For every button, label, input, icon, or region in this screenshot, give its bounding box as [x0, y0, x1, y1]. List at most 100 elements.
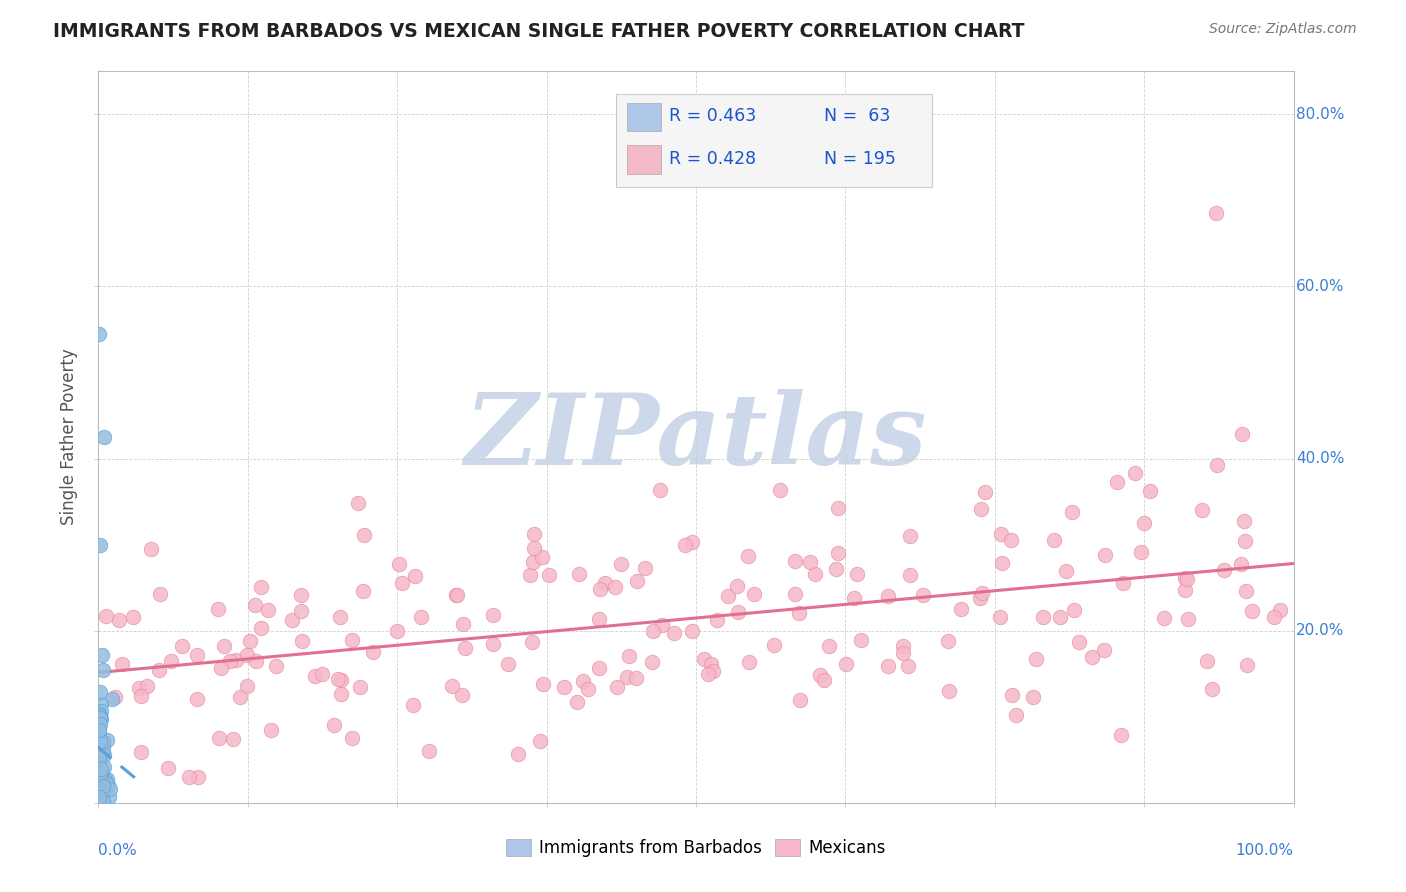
Point: [90, 796, 112, 810]
Point: [89, 790, 111, 805]
Point: [291, 634, 314, 648]
Point: [245, 654, 267, 668]
Point: [912, 588, 935, 602]
Point: [87, 786, 110, 800]
Point: [650, 483, 672, 497]
Point: [1234, 533, 1257, 548]
Point: [91, 746, 114, 760]
Point: [1043, 533, 1066, 547]
Point: [89, 767, 111, 781]
Point: [702, 664, 724, 678]
Point: [538, 568, 561, 582]
Point: [121, 609, 143, 624]
Point: [1174, 571, 1197, 585]
Point: [402, 698, 425, 712]
Point: [96, 732, 118, 747]
Point: [446, 588, 468, 602]
Point: [129, 690, 152, 704]
Point: [936, 633, 959, 648]
Point: [91, 795, 114, 809]
Point: [90, 789, 112, 804]
Point: [725, 579, 748, 593]
Point: [361, 645, 384, 659]
Point: [91, 794, 114, 808]
Point: [1201, 681, 1223, 696]
Point: [519, 568, 541, 582]
Text: R = 0.428: R = 0.428: [669, 150, 756, 168]
Point: [673, 538, 696, 552]
Point: [450, 688, 472, 702]
Point: [1094, 548, 1116, 562]
Point: [239, 633, 262, 648]
Point: [387, 624, 409, 638]
Point: [347, 496, 370, 510]
Point: [842, 591, 865, 606]
Point: [209, 661, 232, 675]
Point: [404, 569, 426, 583]
Point: [304, 669, 326, 683]
Point: [522, 556, 544, 570]
Text: N = 195: N = 195: [824, 150, 896, 168]
Point: [1081, 649, 1104, 664]
Point: [827, 546, 849, 560]
Point: [90, 712, 112, 726]
Point: [482, 607, 505, 622]
Point: [681, 624, 703, 638]
Point: [1022, 690, 1045, 704]
Point: [89, 708, 111, 723]
Text: 60.0%: 60.0%: [1296, 279, 1344, 294]
Point: [266, 659, 288, 673]
Point: [1263, 609, 1285, 624]
Point: [281, 613, 304, 627]
Point: [451, 617, 474, 632]
Point: [1025, 652, 1047, 666]
Point: [90, 739, 112, 754]
Point: [520, 635, 543, 649]
Point: [634, 561, 657, 575]
Point: [229, 690, 252, 705]
Point: [177, 770, 200, 784]
Point: [91, 742, 114, 756]
Point: [87, 723, 110, 737]
Point: [90, 794, 112, 808]
Point: [329, 673, 352, 687]
Point: [453, 640, 475, 655]
Point: [349, 681, 371, 695]
Point: [717, 589, 740, 603]
Point: [93, 786, 115, 800]
Point: [529, 733, 551, 747]
Point: [1032, 609, 1054, 624]
Point: [212, 639, 235, 653]
Point: [808, 667, 831, 681]
Point: [737, 549, 759, 564]
Point: [1230, 557, 1253, 571]
Point: [991, 556, 1014, 570]
Point: [1177, 612, 1199, 626]
Point: [1109, 728, 1132, 742]
Point: [641, 655, 664, 669]
Text: 0.0%: 0.0%: [98, 843, 138, 858]
Point: [91, 735, 114, 749]
Point: [87, 792, 110, 806]
Point: [90, 769, 112, 783]
Point: [91, 664, 114, 678]
Point: [353, 528, 375, 542]
Point: [87, 757, 110, 772]
Point: [742, 587, 765, 601]
Point: [311, 667, 333, 681]
Point: [208, 731, 231, 745]
Point: [787, 606, 810, 620]
Point: [553, 680, 575, 694]
Point: [506, 747, 529, 762]
Point: [825, 562, 848, 576]
Point: [1268, 603, 1291, 617]
Point: [98, 790, 121, 805]
Point: [1232, 427, 1254, 442]
Y-axis label: Single Father Poverty: Single Father Poverty: [60, 349, 79, 525]
Point: [90, 791, 112, 805]
Point: [619, 649, 641, 664]
Point: [89, 733, 111, 747]
Text: N =  63: N = 63: [824, 107, 890, 125]
Point: [96, 777, 118, 791]
Point: [91, 772, 114, 787]
